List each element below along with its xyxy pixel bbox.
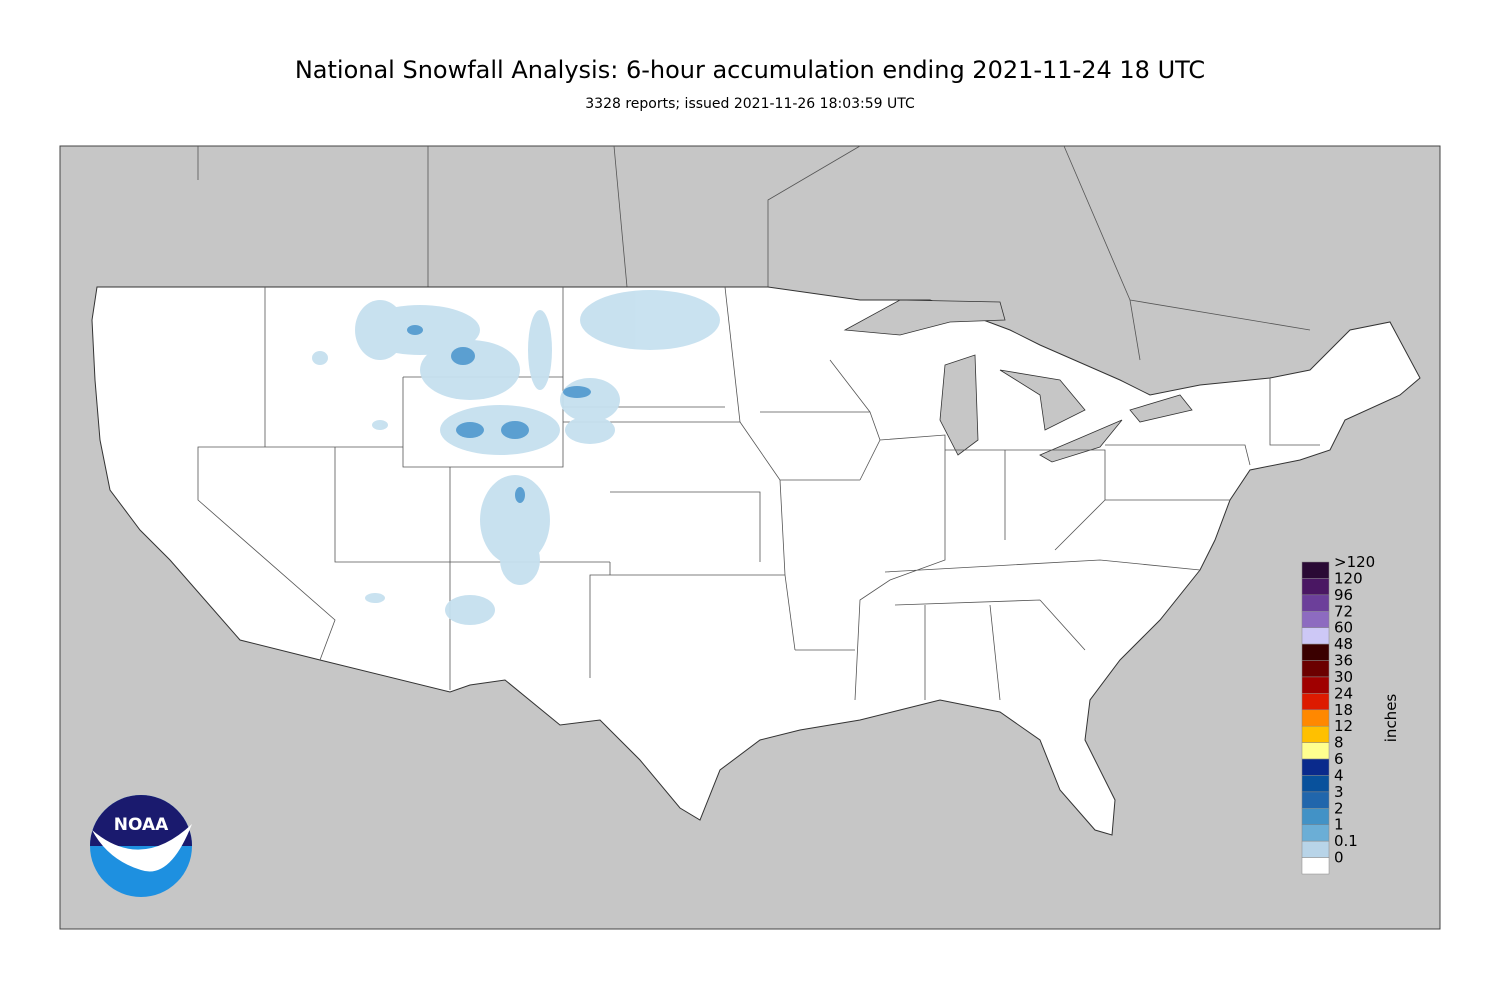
colorbar-label: 60	[1334, 619, 1353, 637]
colorbar-label: 0	[1334, 849, 1344, 867]
colorbar-label: 96	[1334, 586, 1353, 604]
colorbar-swatch	[1301, 808, 1330, 825]
colorbar-swatch	[1301, 578, 1330, 596]
canada-borders	[197, 145, 1311, 361]
colorbar-label: >120	[1334, 553, 1375, 571]
colorbar-label: 120	[1334, 569, 1363, 587]
colorbar-label: 4	[1334, 766, 1344, 784]
colorbar-label: 6	[1334, 750, 1344, 768]
colorbar-label: 30	[1334, 668, 1353, 686]
colorbar-label: 2	[1334, 799, 1344, 817]
colorbar-swatch	[1301, 840, 1330, 858]
colorbar-swatch	[1301, 758, 1330, 776]
colorbar-swatch	[1301, 791, 1330, 809]
colorbar-swatch	[1301, 561, 1330, 579]
colorbar-swatch	[1301, 693, 1330, 711]
colorbar-label: 3	[1334, 783, 1344, 801]
colorbar-units: inches	[1382, 694, 1400, 743]
colorbar-label: 48	[1334, 635, 1353, 653]
great-lakes	[843, 299, 1193, 463]
colorbar-swatch	[1301, 660, 1330, 678]
colorbar-label: 0.1	[1334, 832, 1358, 850]
colorbar-swatch	[1301, 742, 1330, 760]
colorbar-swatch	[1301, 643, 1330, 661]
colorbar-swatch	[1301, 824, 1330, 842]
map: NOAA	[59, 145, 1441, 930]
colorbar-label: 18	[1334, 701, 1353, 719]
colorbar-swatch	[1301, 775, 1330, 793]
colorbar-label: 12	[1334, 717, 1353, 735]
colorbar-label: 72	[1334, 602, 1353, 620]
logo-text: NOAA	[114, 815, 169, 835]
colorbar-swatch	[1301, 611, 1330, 628]
state-borders	[197, 286, 1320, 701]
colorbar-swatch	[1301, 725, 1330, 743]
colorbar-swatch	[1301, 676, 1330, 694]
colorbar-swatch	[1301, 709, 1330, 727]
title: National Snowfall Analysis: 6-hour accum…	[295, 56, 1205, 84]
colorbar-label: 36	[1334, 652, 1353, 670]
snow-light	[312, 290, 720, 625]
colorbar-swatch	[1301, 627, 1330, 645]
colorbar-swatch	[1301, 857, 1330, 875]
colorbar-label: 8	[1334, 734, 1344, 752]
noaa-logo: NOAA	[90, 795, 192, 897]
colorbar-swatch	[1301, 594, 1330, 612]
colorbar-label: 1	[1334, 816, 1344, 834]
colorbar-label: 24	[1334, 684, 1353, 702]
subtitle: 3328 reports; issued 2021-11-26 18:03:59…	[585, 96, 915, 112]
snow-moderate	[407, 325, 591, 503]
